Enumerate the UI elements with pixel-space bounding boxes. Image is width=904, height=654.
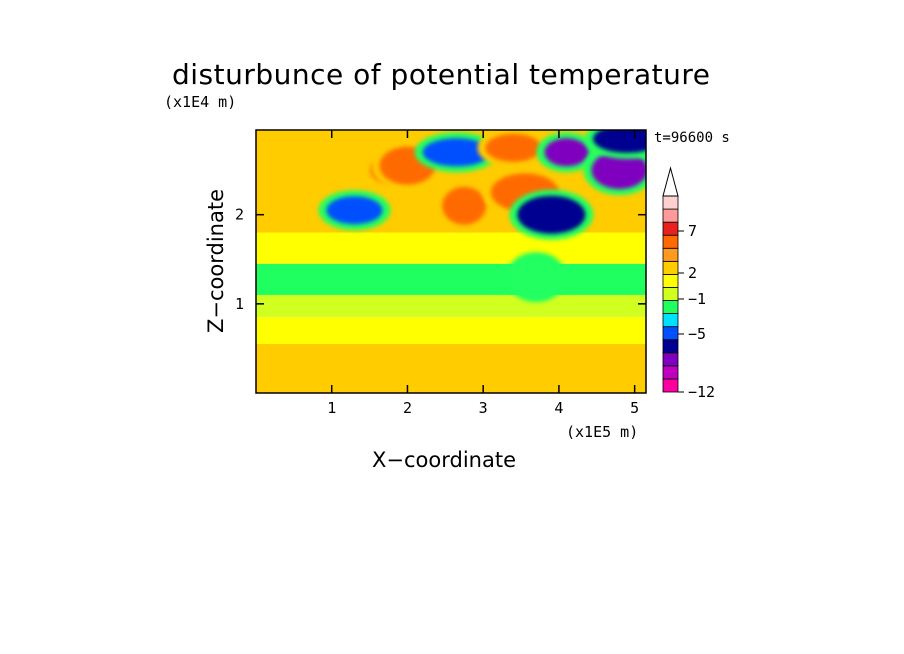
x-axis-unit: (x1E5 m)	[566, 423, 639, 441]
colorbar-swatch-9	[662, 260, 679, 275]
colorbar-label-0: 7	[688, 222, 697, 240]
x-tick-label-5: 5	[630, 399, 639, 417]
colorbar-swatch-5	[662, 313, 679, 328]
x-axis-label: X−coordinate	[372, 448, 516, 472]
blob-2	[422, 138, 491, 167]
band-0	[256, 343, 646, 393]
blob-10	[326, 196, 383, 225]
colorbar-swatch-3	[662, 339, 679, 354]
band-2	[256, 294, 646, 318]
colorbar-swatch-11	[662, 234, 679, 249]
plot-frame	[255, 129, 647, 394]
colorbar-swatch-10	[662, 247, 679, 262]
colorbar-swatch-0	[662, 378, 679, 393]
colorbar-label-1: 2	[688, 264, 697, 282]
x-tick-label-3: 3	[479, 399, 488, 417]
y-tick-label-2: 2	[235, 206, 244, 224]
colorbar-swatch-2	[662, 352, 679, 367]
colorbar-swatch-6	[662, 300, 679, 314]
colorbar-swatch-14	[662, 195, 679, 210]
contour-field	[256, 130, 646, 393]
colorbar-label-2: −1	[688, 290, 706, 308]
colorbar-swatch-4	[662, 326, 679, 341]
colorbar-label-4: −12	[688, 383, 715, 401]
chart-title: disturbunce of potential temperature	[172, 58, 711, 91]
band-1	[256, 317, 646, 344]
colorbar: 7 2 −1 −5 −12	[662, 166, 715, 401]
y-axis-unit: (x1E4 m)	[164, 93, 237, 111]
colorbar-extend-arrow	[662, 166, 679, 197]
blob-6	[544, 138, 589, 167]
blob-11	[517, 195, 586, 234]
colorbar-swatch-8	[662, 273, 679, 288]
x-tick-label-2: 2	[403, 399, 412, 417]
axis-ticks: 1 2 3 4 5 1 2	[235, 130, 646, 417]
blob-8	[593, 130, 646, 153]
x-tick-label-1: 1	[327, 399, 336, 417]
blob-4	[485, 133, 542, 162]
colorbar-swatch-7	[662, 287, 679, 301]
x-tick-label-4: 4	[554, 399, 563, 417]
blob-3	[442, 186, 487, 225]
colorbar-swatch-13	[662, 208, 679, 223]
blob-9	[514, 258, 559, 297]
colorbar-swatch-12	[662, 221, 679, 236]
band-3	[256, 263, 646, 295]
time-label: t=96600 s	[654, 130, 730, 146]
y-tick-label-1: 1	[235, 295, 244, 313]
colorbar-swatch-1	[662, 365, 679, 380]
colorbar-label-3: −5	[688, 325, 706, 343]
band-4	[256, 232, 646, 264]
blob-7	[591, 151, 646, 190]
